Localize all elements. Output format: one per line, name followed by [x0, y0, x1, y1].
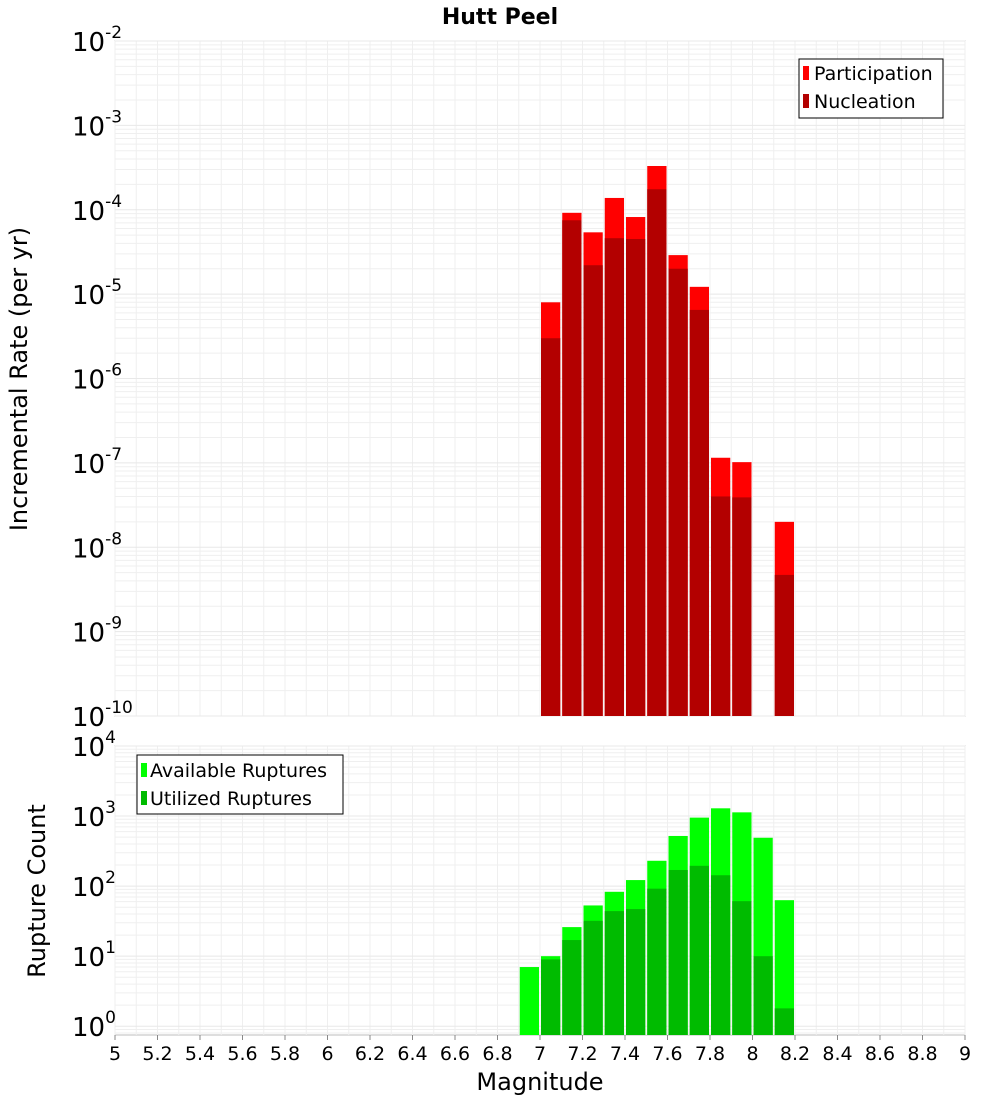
count-y-axis-label: Rupture Count — [23, 804, 51, 978]
rate-y-tick-label: 10-4 — [72, 192, 122, 227]
x-tick-label: 6.8 — [482, 1043, 512, 1065]
rate-legend: Participation Nucleation — [798, 58, 944, 119]
x-tick-label: 8 — [746, 1043, 758, 1065]
count-bars — [519, 808, 794, 1035]
x-tick-label: 7.4 — [610, 1043, 640, 1065]
x-axis-label: Magnitude — [476, 1068, 603, 1096]
rate-y-tick-label: 10-6 — [72, 361, 122, 396]
legend-participation-swatch — [803, 66, 809, 80]
count-bar-b — [626, 909, 646, 1035]
count-bar-b — [647, 888, 667, 1035]
rate-y-tick-label: 10-2 — [72, 23, 122, 58]
x-tick-label: 5.8 — [270, 1043, 300, 1065]
legend-available-swatch — [141, 763, 147, 777]
chart-title: Hutt Peel — [442, 5, 558, 30]
x-tick-label: 5 — [109, 1043, 121, 1065]
rate-bar-b — [711, 496, 731, 716]
x-tick-label: 6.4 — [397, 1043, 427, 1065]
rate-bars — [541, 166, 794, 717]
x-tick-label: 5.2 — [142, 1043, 172, 1065]
legend-available-label: Available Ruptures — [150, 760, 327, 782]
x-tick-label: 8.8 — [907, 1043, 937, 1065]
rate-bar-b — [668, 268, 688, 716]
x-tick-label: 6 — [321, 1043, 333, 1065]
count-bar-b — [583, 920, 603, 1035]
x-tick-label: 8.2 — [780, 1043, 810, 1065]
count-y-tick-label: 101 — [72, 938, 116, 973]
rate-grid — [114, 40, 966, 717]
legend-utilized-label: Utilized Ruptures — [150, 788, 312, 810]
count-y-tick-label: 103 — [72, 798, 116, 833]
count-bar-b — [541, 959, 561, 1035]
legend-utilized-swatch — [141, 791, 147, 805]
count-legend: Available Ruptures Utilized Ruptures — [136, 754, 344, 815]
rate-bar-b — [562, 220, 582, 717]
count-bar-b — [711, 875, 731, 1035]
rate-bar-b — [774, 574, 794, 716]
count-panel: 100 101 102 103 104 5 5.2 5.4 5.6 5.8 6 6.2 6.4 6.6 6… — [23, 728, 971, 1096]
legend-participation-label: Participation — [814, 63, 933, 85]
rate-bar-b — [647, 189, 667, 717]
x-tick-label: 8.6 — [865, 1043, 895, 1065]
count-bar-b — [774, 1008, 794, 1035]
rate-y-tick-label: 10-5 — [72, 276, 122, 311]
count-bar-b — [562, 940, 582, 1035]
count-bar-b — [604, 911, 624, 1035]
x-tick-label: 5.4 — [185, 1043, 215, 1065]
rate-y-tick-label: 10-10 — [72, 698, 133, 733]
rate-panel: 10-10 10-9 10-8 10-7 10-6 10-5 10-4 10-3 10-2 In… — [5, 23, 966, 733]
rate-y-ticks: 10-10 10-9 10-8 10-7 10-6 10-5 10-4 10-3 10-2 — [72, 23, 133, 733]
rate-bar-b — [583, 265, 603, 716]
rate-y-tick-label: 10-7 — [72, 445, 122, 480]
rate-bar-b — [626, 239, 646, 716]
x-tick-label: 7.2 — [567, 1043, 597, 1065]
count-bar-b — [668, 869, 688, 1035]
x-tick-label: 7.6 — [652, 1043, 682, 1065]
legend-nucleation-label: Nucleation — [814, 91, 916, 113]
x-tick-label: 6.6 — [440, 1043, 470, 1065]
rate-y-axis-label: Incremental Rate (per yr) — [5, 227, 33, 531]
legend-nucleation-swatch — [803, 94, 809, 108]
count-bar-b — [732, 901, 752, 1035]
rate-bar-b — [689, 309, 709, 716]
count-y-tick-label: 102 — [72, 868, 116, 903]
x-tick-label: 5.6 — [227, 1043, 257, 1065]
rate-bar-b — [604, 238, 624, 716]
x-ticks: 5 5.2 5.4 5.6 5.8 6 6.2 6.4 6.6 6.8 7 7.2 7.4 7.6 7.8 8… — [109, 1035, 971, 1065]
count-y-tick-label: 104 — [72, 728, 116, 763]
count-bar-a — [774, 900, 794, 1035]
count-bar-b — [689, 865, 709, 1035]
rate-bar-b — [732, 497, 752, 716]
x-tick-label: 6.2 — [355, 1043, 385, 1065]
count-bar-a — [519, 967, 539, 1035]
count-y-ticks: 100 101 102 103 104 — [72, 728, 116, 1043]
count-legend-box — [136, 754, 344, 815]
x-tick-label: 7 — [534, 1043, 546, 1065]
count-y-tick-label: 100 — [72, 1008, 116, 1043]
rate-legend-box — [798, 58, 944, 119]
count-bar-b — [753, 956, 773, 1035]
rate-bar-b — [541, 338, 561, 716]
x-tick-label: 8.4 — [822, 1043, 852, 1065]
rate-y-tick-label: 10-9 — [72, 614, 122, 649]
rate-y-tick-label: 10-8 — [72, 529, 122, 564]
x-tick-label: 7.8 — [695, 1043, 725, 1065]
x-tick-label: 9 — [959, 1043, 971, 1065]
rate-y-tick-label: 10-3 — [72, 107, 122, 142]
